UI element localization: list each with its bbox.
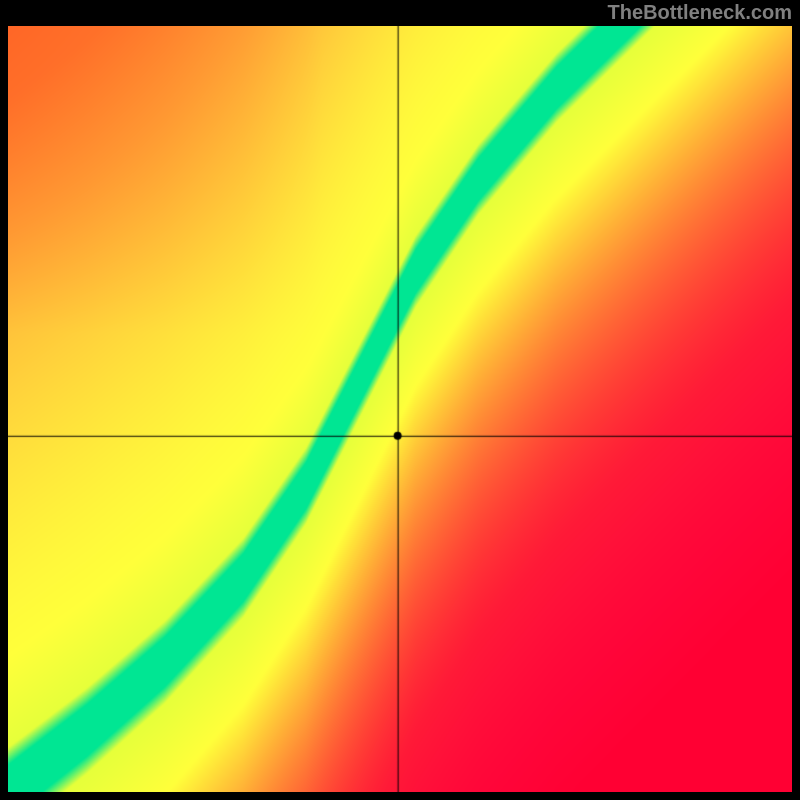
watermark-text: TheBottleneck.com — [608, 2, 792, 25]
heatmap-plot — [8, 26, 792, 792]
heatmap-canvas — [8, 26, 792, 792]
chart-container: TheBottleneck.com — [0, 0, 800, 800]
